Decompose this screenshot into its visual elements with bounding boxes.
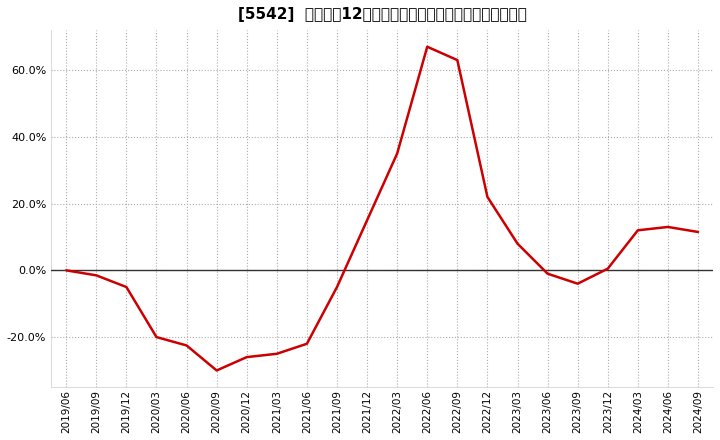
Title: [5542]  売上高の12か月移動合計の対前年同期増減率の推移: [5542] 売上高の12か月移動合計の対前年同期増減率の推移 <box>238 7 526 22</box>
